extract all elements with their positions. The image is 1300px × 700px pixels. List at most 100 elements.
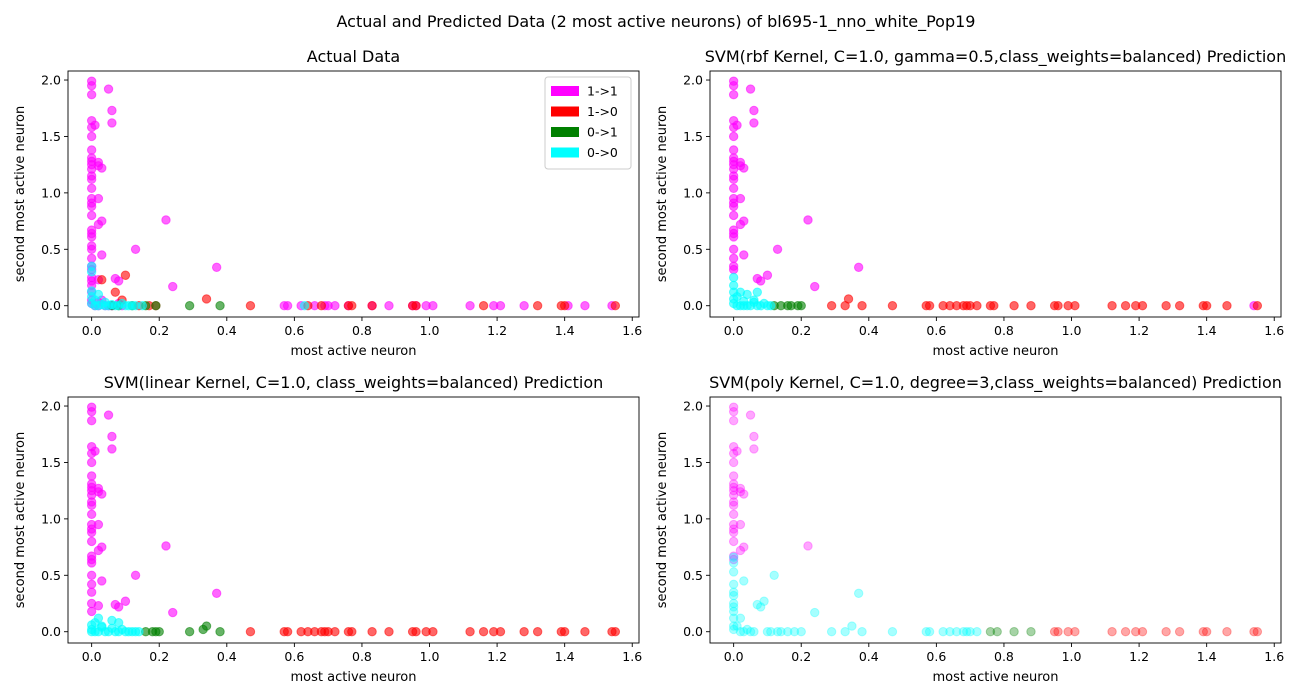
data-point xyxy=(735,545,746,556)
data-point xyxy=(742,289,752,300)
data-point xyxy=(958,627,969,637)
data-point xyxy=(735,613,746,623)
data-point xyxy=(762,627,773,637)
data-point xyxy=(728,558,739,568)
data-point xyxy=(86,267,97,277)
data-point xyxy=(330,301,340,311)
data-point xyxy=(728,448,739,459)
data-point xyxy=(735,193,746,204)
plot-frame xyxy=(67,70,640,318)
data-point xyxy=(728,479,739,489)
x-tick-label: 1.4 xyxy=(1197,323,1217,338)
data-point xyxy=(732,446,742,456)
points xyxy=(728,76,1263,311)
data-point xyxy=(728,509,739,520)
data-point xyxy=(1049,627,1060,637)
data-point xyxy=(130,570,141,580)
data-point xyxy=(803,541,813,551)
legend-label: 0->0 xyxy=(587,145,618,160)
data-point xyxy=(1009,627,1019,637)
data-point xyxy=(735,483,746,494)
y-tick-label: 0.5 xyxy=(41,568,61,583)
data-point xyxy=(728,272,739,283)
data-point xyxy=(211,588,222,599)
y-tick-label: 2.0 xyxy=(683,399,703,414)
data-point xyxy=(810,607,820,618)
plot-frame xyxy=(709,70,1282,318)
data-point xyxy=(924,301,935,311)
data-point xyxy=(86,570,97,580)
y-tick-label: 1.0 xyxy=(683,511,703,526)
data-point xyxy=(107,105,117,116)
data-point xyxy=(735,219,746,230)
legend-swatch xyxy=(551,127,579,137)
x-axis-label: most active neuron xyxy=(933,670,1059,685)
data-point xyxy=(97,163,107,173)
data-point xyxy=(735,519,746,530)
data-point xyxy=(728,497,739,507)
data-point xyxy=(728,415,739,426)
x-tick-label: 0.8 xyxy=(994,323,1014,338)
x-axis-label: most active neuron xyxy=(933,344,1059,359)
data-point xyxy=(161,541,171,551)
data-point xyxy=(168,281,178,292)
data-point xyxy=(1249,627,1259,637)
data-point xyxy=(519,301,529,311)
data-point xyxy=(411,627,421,637)
data-point xyxy=(732,120,742,130)
data-point xyxy=(299,301,310,311)
data-point xyxy=(86,527,97,538)
data-point xyxy=(580,301,590,311)
data-point xyxy=(951,627,962,637)
data-point xyxy=(840,627,850,637)
data-point xyxy=(245,627,256,637)
data-point xyxy=(93,613,104,623)
x-tick-label: 0.8 xyxy=(352,649,372,664)
data-point xyxy=(749,444,759,454)
y-tick-label: 2.0 xyxy=(683,73,703,88)
data-point xyxy=(728,210,739,221)
data-point xyxy=(728,602,739,612)
data-point xyxy=(728,457,739,468)
y-tick-label: 0.5 xyxy=(683,568,703,583)
data-point xyxy=(86,80,97,91)
data-point xyxy=(384,301,394,311)
data-point xyxy=(161,215,171,225)
data-point xyxy=(732,621,742,631)
data-point xyxy=(93,289,104,300)
figure-suptitle: Actual and Predicted Data (2 most active… xyxy=(337,12,976,32)
data-point xyxy=(938,627,948,637)
data-point xyxy=(739,250,749,260)
data-point xyxy=(728,232,739,242)
y-tick-label: 0.5 xyxy=(683,242,703,257)
data-point xyxy=(113,602,124,612)
data-point xyxy=(728,527,739,538)
x-tick-label: 0.8 xyxy=(994,649,1014,664)
data-point xyxy=(728,145,739,155)
data-point xyxy=(745,410,756,420)
data-point xyxy=(728,131,739,142)
data-point xyxy=(728,613,739,623)
data-point xyxy=(728,183,739,194)
data-point xyxy=(86,232,97,242)
x-tick-label: 1.6 xyxy=(1264,323,1284,338)
data-point xyxy=(1201,627,1212,637)
data-point xyxy=(428,627,438,637)
data-point xyxy=(532,627,543,637)
y-tick-label: 0.0 xyxy=(41,624,61,639)
data-point xyxy=(1161,301,1171,311)
legend-label: 1->1 xyxy=(587,84,618,99)
data-point xyxy=(519,627,529,637)
data-point xyxy=(347,627,357,637)
data-point xyxy=(728,80,739,91)
y-tick-label: 0.0 xyxy=(683,298,703,313)
legend-swatch xyxy=(551,147,579,158)
legend: 1->1 1->0 0->1 0->0 xyxy=(544,76,632,170)
data-point xyxy=(532,301,543,311)
plot-frame xyxy=(709,396,1282,644)
data-point xyxy=(728,482,739,492)
x-tick-label: 1.6 xyxy=(622,649,642,664)
data-point xyxy=(728,89,739,100)
legend-box xyxy=(544,76,632,170)
data-point xyxy=(739,301,749,311)
